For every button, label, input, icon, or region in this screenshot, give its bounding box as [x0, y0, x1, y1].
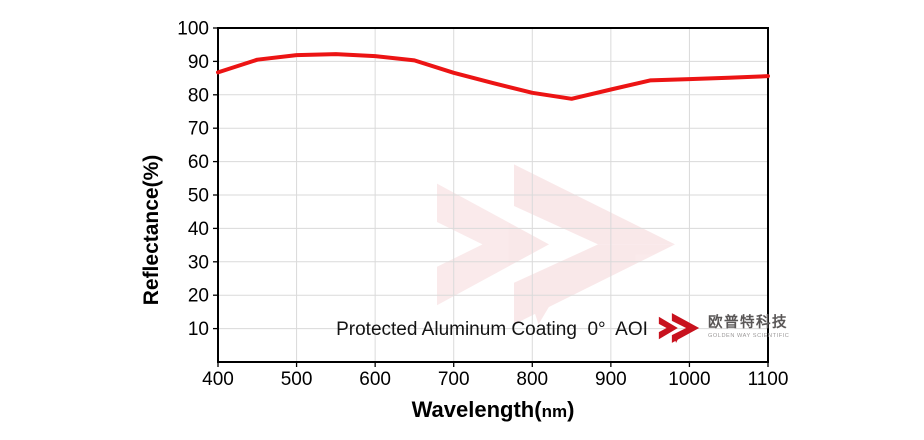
x-axis-title-unit: nm [541, 402, 568, 421]
y-tick-label: 80 [188, 85, 209, 106]
x-tick-label: 400 [202, 369, 234, 390]
y-tick-label: 100 [177, 19, 209, 40]
brand-logo-text: 欧普特科技 GOLDEN WAY SCIENTIFIC [708, 316, 789, 339]
y-tick-label: 70 [188, 119, 209, 140]
y-tick-label: 20 [188, 286, 209, 307]
x-tick-label: 1000 [668, 369, 710, 390]
x-tick-label: 1100 [748, 369, 789, 390]
brand-logo-icon [658, 313, 700, 343]
brand-watermark-icon [437, 164, 675, 325]
series-annotation-label: Protected Aluminum Coating 0° AOI [336, 319, 648, 340]
x-tick-label: 500 [281, 369, 313, 390]
plot-border [217, 27, 769, 363]
brand-logo-name-en: GOLDEN WAY SCIENTIFIC [708, 332, 790, 339]
brand-logo-name-cn: 欧普特科技 [708, 315, 788, 332]
brand-logo: 欧普特科技 GOLDEN WAY SCIENTIFIC [656, 312, 789, 344]
reflectance-curve [216, 52, 770, 101]
y-axis-title: Reflectance(%) [140, 154, 163, 306]
x-tick-label: 700 [438, 369, 470, 390]
x-axis-title-close: ) [567, 397, 575, 422]
y-tick-label: 10 [188, 319, 209, 340]
y-tick-label: 90 [188, 52, 209, 73]
y-tick-label: 30 [188, 252, 209, 273]
x-tick-label: 800 [516, 369, 548, 390]
x-tick-label: 900 [595, 369, 627, 390]
y-tick-label: 40 [188, 219, 209, 240]
x-axis-title: Wavelength(nm) [412, 397, 575, 423]
y-tick-label: 60 [188, 152, 209, 173]
y-tick-label: 50 [188, 186, 209, 207]
x-tick-label: 600 [359, 369, 391, 390]
x-axis-title-text: Wavelength( [411, 397, 542, 422]
